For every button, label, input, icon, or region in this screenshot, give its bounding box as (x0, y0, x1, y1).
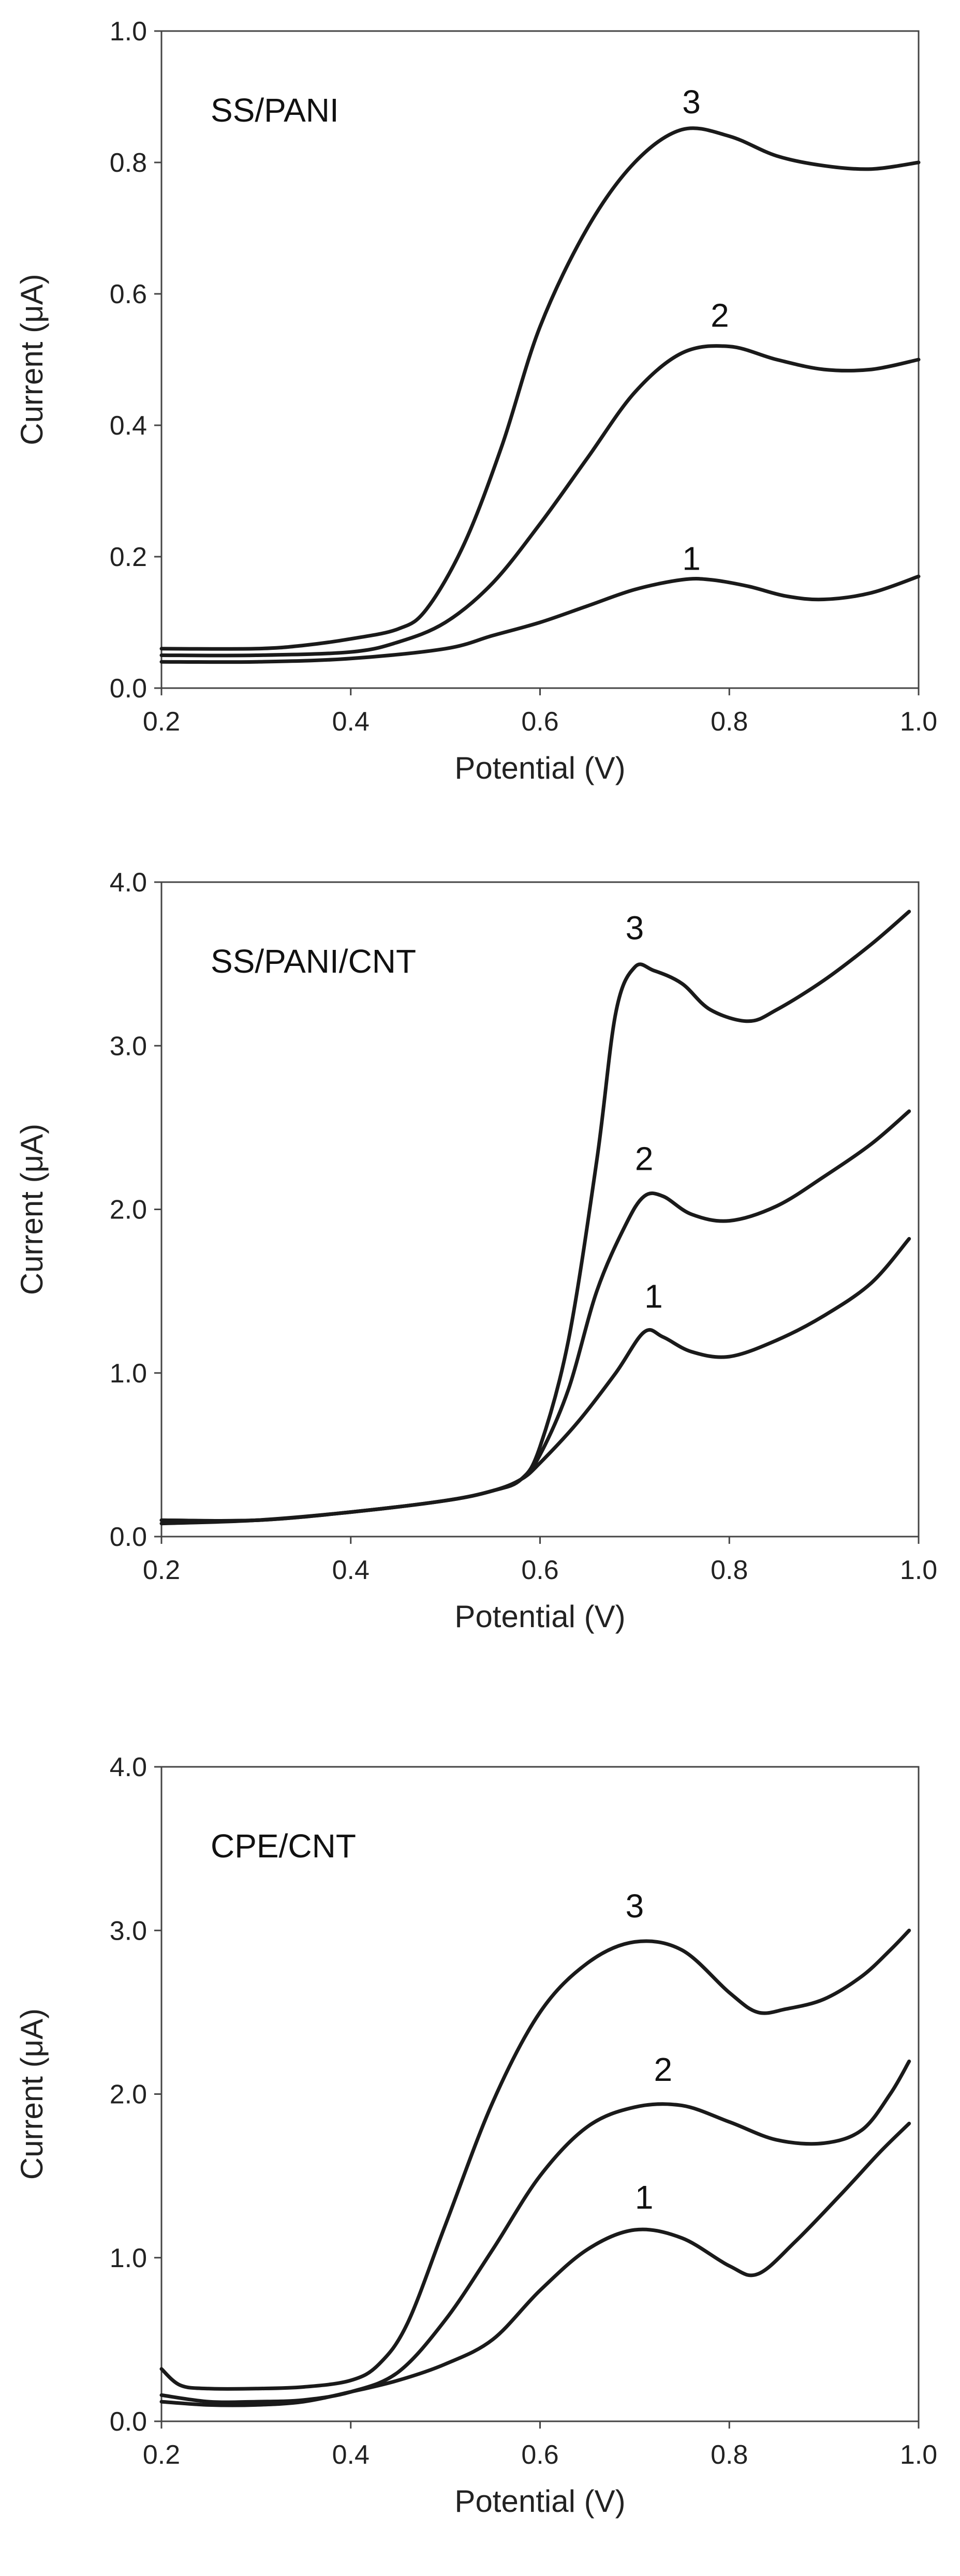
y-tick-label: 0.0 (110, 674, 147, 704)
series-label-1: 1 (644, 1277, 663, 1315)
y-tick-label: 0.4 (110, 411, 147, 441)
series-line-1 (159, 1237, 911, 1526)
x-tick-label: 0.2 (143, 707, 180, 737)
y-tick-label: 0.2 (110, 542, 147, 572)
x-tick-label: 0.6 (521, 707, 558, 737)
y-axis-title: Current (μA) (14, 1124, 49, 1295)
series-label-1: 1 (682, 540, 701, 577)
y-tick-label: 4.0 (110, 868, 147, 898)
plot-frame (160, 881, 920, 1538)
y-tick-label: 4.0 (110, 1752, 147, 1782)
panel-title: SS/PANI (211, 92, 339, 129)
chart-panel-1: 0.2 0.4 0.6 0.8 1.00.00.20.40.60.81.0Potenti… (14, 17, 937, 785)
y-tick-label: 0.0 (110, 1522, 147, 1552)
y-tick-label: 2.0 (110, 2080, 147, 2110)
series-line-3 (159, 1928, 911, 2391)
x-tick-label: 0.4 (332, 2440, 370, 2470)
y-axis-title: Current (μA) (14, 274, 49, 445)
series-line-1 (159, 574, 921, 664)
x-tick-label: 1.0 (900, 2440, 937, 2470)
y-tick-label: 3.0 (110, 1916, 147, 1946)
series-label-3: 3 (626, 1887, 644, 1925)
series-line-2 (159, 344, 921, 658)
series-label-1: 1 (635, 2179, 654, 2216)
y-tick-label: 1.0 (110, 2243, 147, 2273)
y-axis-title: Current (μA) (14, 2008, 49, 2180)
x-tick-label: 1.0 (900, 1555, 937, 1585)
x-tick-label: 0.4 (332, 707, 370, 737)
x-tick-label: 0.6 (521, 2440, 558, 2470)
series-label-2: 2 (654, 2051, 672, 2088)
panel-title: CPE/CNT (211, 1827, 356, 1865)
chart-panel-2: 0.2 0.4 0.6 0.8 1.0 0.0 1.0 2.0 3.0 4.0 Potential … (14, 868, 937, 1634)
x-tick-label: 0.6 (521, 1555, 558, 1585)
x-tick-label: 0.2 (143, 2440, 180, 2470)
x-axis-title: Potential (V) (454, 1599, 625, 1634)
series-label-3: 3 (682, 83, 701, 121)
x-tick-label: 0.8 (711, 2440, 748, 2470)
y-tick-label: 0.8 (110, 148, 147, 178)
plot-frame (160, 1766, 920, 2422)
series-line-2 (159, 2059, 911, 2404)
x-axis-title: Potential (V) (454, 2484, 625, 2519)
chart-panel-3: 0.2 0.4 0.6 0.8 1.0 0.0 1.0 2.0 3.0 4.0 Potential … (14, 1752, 937, 2519)
y-tick-label: 1.0 (110, 17, 147, 47)
x-tick-label: 1.0 (900, 707, 937, 737)
series-label-2: 2 (635, 1140, 654, 1178)
x-axis-title: Potential (V) (454, 751, 625, 785)
series-label-2: 2 (711, 297, 729, 334)
x-tick-label: 0.4 (332, 1555, 370, 1585)
series-line-3 (159, 910, 911, 1523)
panel-title: SS/PANI/CNT (211, 943, 416, 980)
plot-frame (160, 30, 920, 689)
series-line-1 (159, 2121, 911, 2407)
y-tick-label: 2.0 (110, 1195, 147, 1225)
series-line-3 (159, 126, 921, 651)
series-label-3: 3 (626, 910, 644, 947)
y-tick-label: 3.0 (110, 1031, 147, 1061)
x-tick-label: 0.8 (711, 707, 748, 737)
y-tick-label: 1.0 (110, 1359, 147, 1389)
x-tick-label: 0.8 (711, 1555, 748, 1585)
x-tick-label: 0.2 (143, 1555, 180, 1585)
y-tick-label: 0.0 (110, 2407, 147, 2437)
y-tick-label: 0.6 (110, 279, 147, 309)
